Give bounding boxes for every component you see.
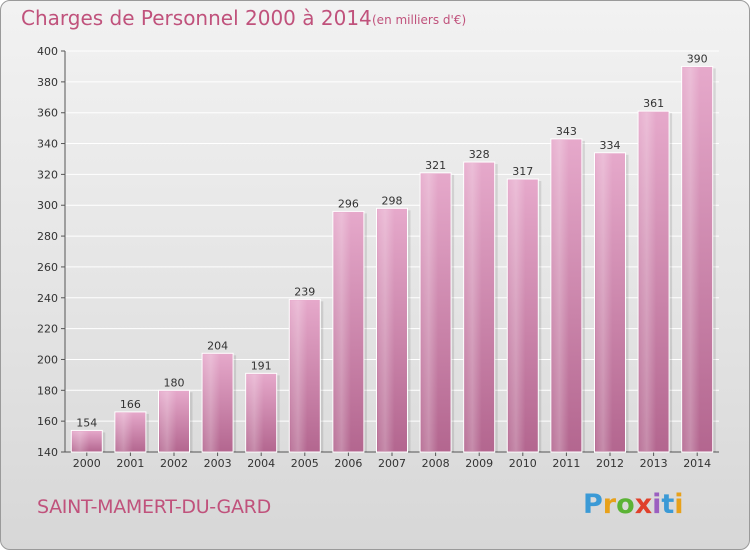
value-label: 321 (425, 159, 446, 172)
value-label: 154 (76, 416, 97, 429)
y-tick-label: 180 (37, 384, 58, 397)
y-tick-label: 280 (37, 230, 58, 243)
value-label: 204 (207, 339, 228, 352)
value-label: 334 (600, 139, 621, 152)
value-label: 180 (164, 376, 185, 389)
bar-highlight (333, 212, 351, 451)
bar-highlight (290, 300, 308, 451)
y-tick-label: 240 (37, 292, 58, 305)
value-label: 166 (120, 398, 141, 411)
x-tick-label: 2013 (640, 457, 668, 470)
bar-highlight (464, 163, 482, 452)
bar-highlight (246, 374, 264, 451)
y-tick-label: 200 (37, 353, 58, 366)
bar-highlight (551, 139, 569, 451)
value-label: 328 (469, 148, 490, 161)
bar-highlight (639, 112, 657, 452)
y-tick-label: 160 (37, 415, 58, 428)
x-tick-label: 2010 (509, 457, 537, 470)
y-tick-label: 140 (37, 446, 58, 459)
x-tick-label: 2009 (465, 457, 493, 470)
x-tick-label: 2005 (291, 457, 319, 470)
proxiti-logo: Proxiti (583, 489, 684, 520)
y-tick-label: 220 (37, 323, 58, 336)
bar-highlight (682, 67, 700, 451)
chart-title: Charges de Personnel 2000 à 2014 (21, 6, 372, 30)
bar-highlight (508, 180, 526, 451)
value-label: 239 (294, 285, 315, 298)
x-tick-label: 2008 (422, 457, 450, 470)
labels: 140 160 180 200 220 240 260 280 300 320 340 360 380 4… (37, 45, 711, 470)
x-tick-label: 2002 (160, 457, 188, 470)
bar-highlight (203, 354, 221, 451)
value-label: 298 (382, 194, 403, 207)
bar-highlight (159, 391, 177, 451)
chart-unit: (en milliers d'€) (372, 13, 467, 27)
y-tick-label: 320 (37, 168, 58, 181)
place-name: SAINT-MAMERT-DU-GARD (37, 496, 271, 518)
value-label: 390 (687, 52, 708, 65)
value-label: 361 (643, 97, 664, 110)
bar-highlight (115, 412, 133, 451)
value-label: 191 (251, 359, 272, 372)
x-tick-label: 2011 (552, 457, 580, 470)
bar-highlight (421, 173, 439, 452)
x-tick-label: 2012 (596, 457, 624, 470)
value-label: 343 (556, 125, 577, 138)
x-tick-label: 2006 (334, 457, 362, 470)
bar-highlight (377, 209, 395, 451)
x-tick-label: 2000 (73, 457, 101, 470)
y-tick-label: 360 (37, 107, 58, 120)
value-label: 317 (512, 165, 533, 178)
x-tick-label: 2004 (247, 457, 275, 470)
bars (70, 65, 716, 453)
bar-highlight (595, 153, 613, 452)
y-tick-label: 340 (37, 138, 58, 151)
x-tick-label: 2007 (378, 457, 406, 470)
y-tick-label: 260 (37, 261, 58, 274)
y-tick-label: 400 (37, 45, 58, 58)
bar-highlight (72, 431, 90, 451)
x-tick-label: 2014 (683, 457, 711, 470)
y-tick-label: 380 (37, 76, 58, 89)
x-tick-label: 2001 (116, 457, 144, 470)
x-tick-label: 2003 (204, 457, 232, 470)
value-label: 296 (338, 197, 359, 210)
y-tick-label: 300 (37, 199, 58, 212)
